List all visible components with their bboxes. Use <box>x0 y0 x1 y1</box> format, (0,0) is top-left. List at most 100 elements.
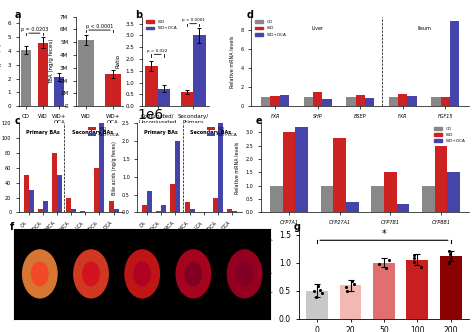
Bar <box>171 184 175 212</box>
Y-axis label: Ratio: Ratio <box>115 54 120 68</box>
Point <box>312 295 320 300</box>
Point <box>445 249 452 254</box>
Bar <box>190 209 194 212</box>
Text: Ileum: Ileum <box>417 26 431 31</box>
Point <box>385 258 392 263</box>
Ellipse shape <box>133 261 151 287</box>
Point <box>342 284 350 290</box>
Bar <box>435 146 447 212</box>
Bar <box>422 186 435 212</box>
Bar <box>105 74 121 106</box>
Bar <box>28 190 34 212</box>
Bar <box>38 43 47 106</box>
Y-axis label: TBA (μmol/L): TBA (μmol/L) <box>0 44 2 79</box>
Ellipse shape <box>82 261 100 287</box>
Ellipse shape <box>73 249 109 298</box>
Bar <box>218 105 223 212</box>
Bar <box>346 202 359 212</box>
Point <box>318 290 326 295</box>
Text: Liver: Liver <box>311 26 324 31</box>
Text: p = 0.0203: p = 0.0203 <box>21 28 48 33</box>
Legend: WD, WD+OCA: WD, WD+OCA <box>144 19 179 32</box>
Bar <box>407 260 428 319</box>
Bar <box>114 209 118 212</box>
Bar <box>408 96 417 106</box>
Ellipse shape <box>22 249 58 298</box>
Point <box>410 256 418 261</box>
Ellipse shape <box>227 249 263 298</box>
Point <box>343 288 351 293</box>
Text: *: * <box>382 229 386 239</box>
Bar <box>175 141 181 212</box>
Bar <box>371 186 384 212</box>
Bar <box>185 202 190 212</box>
Bar <box>313 92 322 106</box>
Y-axis label: Relative mRNA levels: Relative mRNA levels <box>235 141 240 194</box>
Point <box>447 255 455 260</box>
Ellipse shape <box>175 249 211 298</box>
Ellipse shape <box>31 261 49 287</box>
Bar <box>322 99 332 106</box>
Bar <box>100 123 104 212</box>
Bar <box>447 172 460 212</box>
Text: f: f <box>9 222 14 232</box>
Legend: CD, WO, WO+OCA: CD, WO, WO+OCA <box>253 19 288 38</box>
Point <box>382 265 390 270</box>
Ellipse shape <box>124 249 160 298</box>
Bar <box>441 97 450 106</box>
Bar <box>52 153 57 212</box>
Bar <box>142 205 147 212</box>
Bar <box>94 168 100 212</box>
Bar <box>306 291 328 319</box>
Y-axis label: TBA (ng/g feces): TBA (ng/g feces) <box>49 39 55 84</box>
Bar <box>181 92 193 106</box>
Text: Primary BAs: Primary BAs <box>145 129 178 134</box>
Bar <box>261 97 271 106</box>
Legend: WD, WD+OCA: WD, WD+OCA <box>205 125 240 138</box>
Bar <box>21 50 31 106</box>
Bar <box>161 205 166 212</box>
Bar <box>356 95 365 106</box>
Bar <box>232 211 237 212</box>
Point <box>410 259 418 264</box>
Bar <box>321 186 333 212</box>
Text: p = 0.022: p = 0.022 <box>147 49 168 53</box>
Bar <box>145 66 158 106</box>
Point <box>445 260 453 265</box>
Text: Secondary BAs: Secondary BAs <box>72 130 113 135</box>
Bar <box>156 211 161 212</box>
Y-axis label: Relative mRNA levels: Relative mRNA levels <box>230 35 235 88</box>
Bar <box>440 256 462 319</box>
Bar <box>397 205 409 212</box>
Bar <box>295 127 308 212</box>
Bar <box>43 201 48 212</box>
Bar <box>373 263 395 319</box>
Text: Secondary BAs: Secondary BAs <box>190 129 231 134</box>
Text: p < 0.0001: p < 0.0001 <box>182 18 205 22</box>
Bar <box>158 89 170 106</box>
Text: Primary BAs: Primary BAs <box>26 130 60 135</box>
Bar <box>213 198 218 212</box>
Bar <box>283 132 295 212</box>
Bar <box>147 191 152 212</box>
Bar <box>80 211 85 212</box>
Bar <box>304 97 313 106</box>
Bar <box>280 95 289 106</box>
Point <box>417 264 424 269</box>
Bar <box>333 138 346 212</box>
Bar <box>431 97 441 106</box>
Bar <box>54 77 64 106</box>
Bar <box>384 172 397 212</box>
Bar <box>38 209 43 212</box>
Y-axis label: Bile acids (ng/g feces): Bile acids (ng/g feces) <box>111 141 117 195</box>
Bar <box>78 40 94 106</box>
Text: c: c <box>14 116 20 126</box>
Bar <box>270 186 283 212</box>
Bar <box>57 175 62 212</box>
Text: b: b <box>135 10 142 20</box>
Legend: WD, WD+OCA: WD, WD+OCA <box>86 125 121 138</box>
Bar <box>271 96 280 106</box>
Bar <box>398 94 408 106</box>
Point <box>350 281 358 287</box>
Point <box>310 288 318 293</box>
